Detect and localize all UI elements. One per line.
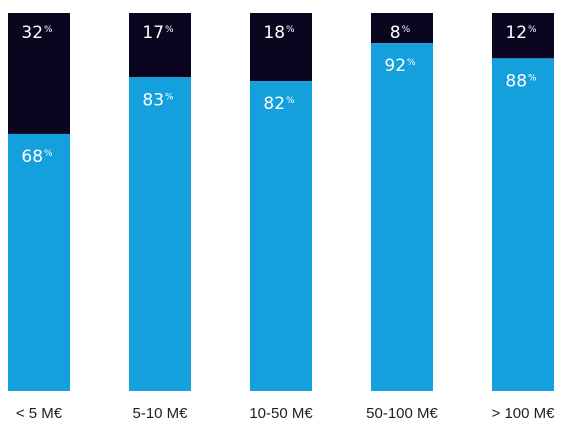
value-label-s0-2: 82% (263, 94, 295, 114)
bars-layer (8, 13, 554, 392)
value-label-s0-1: 83% (142, 90, 174, 110)
category-labels-layer: < 5 M€ 5-10 M€ 10-50 M€ 50-100 M€ > 100 M€ (16, 405, 555, 422)
bar-top-segment-0 (8, 13, 70, 134)
bar-bottom-segment-3 (371, 43, 433, 392)
value-label-s1-4: 12% (505, 23, 537, 43)
bar-bottom-segment-0 (8, 133, 70, 391)
bar-top-segment-1 (129, 13, 191, 78)
category-label-2: 10-50 M€ (249, 405, 313, 422)
value-label-s0-4: 88% (505, 71, 537, 91)
bar-bottom-segment-2 (250, 81, 312, 391)
value-label-s1-2: 18% (263, 23, 295, 43)
bar-top-segment-3 (371, 13, 433, 44)
bar-bottom-segment-4 (492, 58, 554, 392)
value-label-s1-3: 8% (390, 23, 411, 43)
category-label-1: 5-10 M€ (132, 405, 188, 422)
value-label-s0-3: 92% (384, 56, 416, 76)
bar-top-segment-4 (492, 13, 554, 59)
value-label-s1-0: 32% (21, 23, 53, 43)
value-label-s1-1: 17% (142, 23, 174, 43)
category-label-3: 50-100 M€ (366, 405, 438, 422)
category-label-4: > 100 M€ (492, 405, 556, 422)
value-label-s0-0: 68% (21, 147, 53, 167)
bar-bottom-segment-1 (129, 77, 191, 391)
category-label-0: < 5 M€ (16, 405, 63, 422)
value-labels-layer: 32% 68% 17% 83% 18% 82% 8% 92% 12% 88% (21, 23, 537, 167)
bar-top-segment-2 (250, 13, 312, 82)
